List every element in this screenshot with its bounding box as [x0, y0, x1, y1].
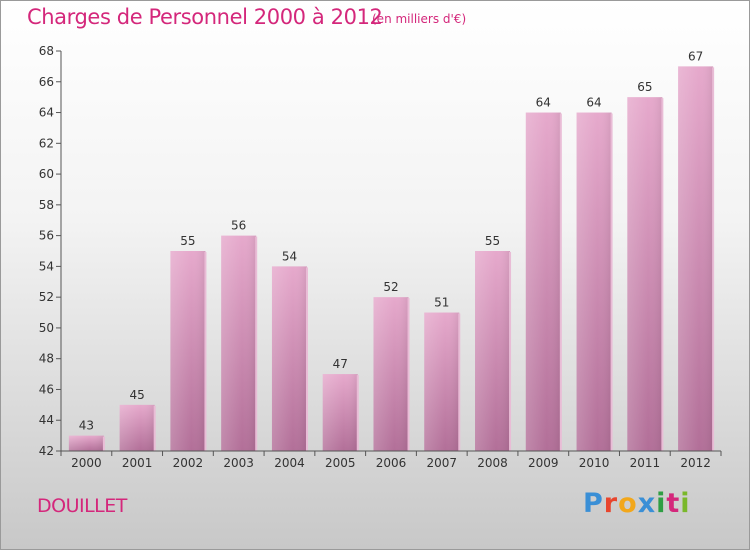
y-tick-label: 60 [39, 167, 54, 181]
y-tick-label: 48 [39, 352, 54, 366]
bar-shading [627, 97, 663, 452]
x-tick-label: 2005 [325, 456, 356, 470]
value-label: 43 [79, 419, 94, 433]
logo-letter: i [680, 488, 691, 519]
bar-shading [475, 251, 511, 451]
bar-shading [322, 374, 358, 451]
value-label: 52 [383, 280, 398, 294]
x-tick-label: 2003 [223, 456, 254, 470]
proxiti-logo: Proxiti [583, 488, 691, 519]
bar-shading [424, 312, 460, 451]
y-tick-label: 68 [39, 44, 54, 58]
x-tick-label: 2000 [71, 456, 102, 470]
bar-shading [678, 66, 714, 451]
bar-shading [68, 435, 104, 451]
x-axis: 2000 2001 2002 2003 2004 2005 2006 2007 2008 2009… [60, 450, 722, 470]
value-label: 64 [536, 96, 551, 110]
logo-letter: i [656, 488, 667, 519]
bar-shading [221, 235, 257, 451]
y-tick-label: 54 [39, 259, 54, 273]
y-tick-label: 44 [39, 413, 54, 427]
bar-shading [373, 297, 409, 451]
x-tick-label: 2012 [680, 456, 711, 470]
value-label: 47 [333, 357, 348, 371]
x-tick-label: 2009 [528, 456, 559, 470]
bar-shading [576, 112, 612, 452]
y-tick-label: 56 [39, 229, 54, 243]
y-tick-label: 58 [39, 198, 54, 212]
y-axis: 42 44 46 48 50 52 54 56 58 60 62 64 66 68 [39, 44, 62, 458]
chart-subtitle: (en milliers d'€) [372, 12, 467, 26]
y-tick-label: 46 [39, 382, 54, 396]
logo-letter: r [603, 488, 619, 519]
x-tick-label: 2010 [579, 456, 610, 470]
value-label: 55 [485, 234, 500, 248]
x-tick-label: 2008 [477, 456, 508, 470]
value-label: 45 [130, 388, 145, 402]
commune-name: DOUILLET [37, 495, 127, 517]
value-label: 55 [180, 234, 195, 248]
y-tick-label: 62 [39, 136, 54, 150]
value-label: 51 [434, 296, 449, 310]
y-tick-label: 42 [39, 444, 54, 458]
x-tick-label: 2001 [122, 456, 153, 470]
value-label: 64 [586, 96, 601, 110]
value-label: 56 [231, 219, 246, 233]
x-tick-label: 2002 [173, 456, 204, 470]
x-tick-label: 2004 [274, 456, 305, 470]
x-tick-label: 2006 [376, 456, 407, 470]
bar-shading [170, 251, 206, 451]
x-tick-label: 2011 [630, 456, 661, 470]
bar-shading [525, 112, 561, 452]
x-tick-label: 2007 [426, 456, 457, 470]
y-tick-label: 50 [39, 321, 54, 335]
logo-letter: P [583, 488, 604, 519]
value-label: 54 [282, 249, 297, 263]
bars: 43 45 55 56 54 47 52 51 55 64 64 65 67 [68, 49, 715, 452]
chart-title: Charges de Personnel 2000 à 2012 [27, 5, 383, 29]
y-tick-label: 64 [39, 106, 54, 120]
logo-letter: o [618, 488, 638, 519]
bar-shading [271, 266, 307, 451]
bar-shading [119, 404, 155, 451]
logo-letter: t [666, 488, 681, 519]
value-label: 67 [688, 49, 703, 63]
value-label: 65 [637, 80, 652, 94]
y-tick-label: 52 [39, 290, 54, 304]
y-tick-label: 66 [39, 75, 54, 89]
logo-letter: x [637, 488, 657, 519]
